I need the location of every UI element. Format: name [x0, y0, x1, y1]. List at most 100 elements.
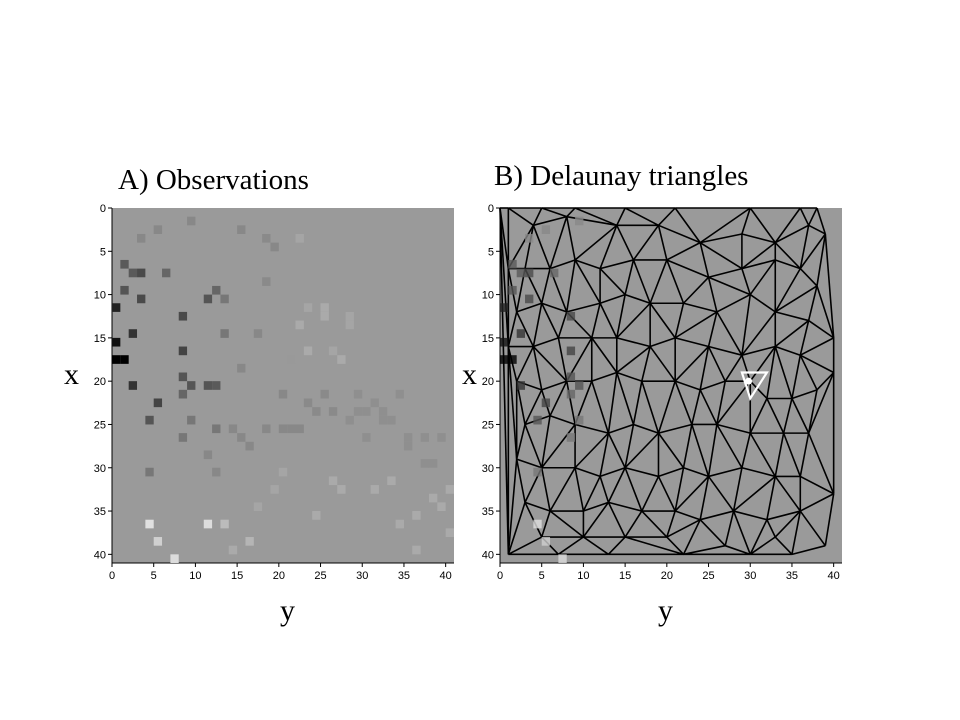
observation-cell: [387, 476, 396, 486]
observation-cell: [228, 545, 238, 555]
delaunay-edge: [599, 293, 626, 304]
observation-cell: [112, 337, 121, 347]
delaunay-edge: [799, 233, 826, 270]
delaunay-edge: [540, 510, 551, 538]
observation-cell-overlay: [566, 311, 576, 321]
delaunay-edge: [608, 423, 634, 434]
delaunay-edge: [515, 424, 526, 460]
delaunay-edge: [599, 268, 626, 296]
panel-b-ytick-label: 40: [482, 549, 494, 561]
delaunay-edge: [565, 381, 576, 425]
panel-b-xtick-label: 40: [828, 570, 840, 582]
delaunay-edge: [816, 233, 827, 287]
observation-cell: [370, 485, 379, 494]
delaunay-edge: [607, 467, 626, 503]
delaunay-edge: [616, 207, 626, 226]
observation-cell: [120, 259, 129, 269]
observation-cell: [128, 329, 138, 338]
observation-cell: [387, 415, 396, 425]
delaunay-edge: [574, 224, 618, 261]
delaunay-edge: [749, 380, 768, 400]
delaunay-edge: [583, 501, 609, 512]
delaunay-edge: [533, 337, 559, 348]
delaunay-edge: [749, 207, 776, 244]
delaunay-edge: [691, 389, 701, 425]
delaunay-edge: [774, 475, 801, 512]
delaunay-edge: [540, 268, 551, 304]
delaunay-edge: [774, 207, 801, 244]
delaunay-edge: [774, 242, 801, 270]
observation-cell-overlay: [533, 467, 542, 477]
delaunay-edge: [666, 518, 701, 538]
delaunay-edge: [799, 354, 818, 391]
panel-b-title: B) Delaunay triangles: [494, 160, 749, 192]
observation-cell: [345, 311, 354, 321]
observation-cell: [203, 294, 213, 304]
delaunay-edge: [674, 303, 685, 339]
delaunay-edge: [541, 380, 567, 391]
observation-cell: [203, 519, 213, 529]
delaunay-edge: [682, 424, 693, 468]
observation-cell: [362, 407, 371, 416]
delaunay-edge: [775, 345, 801, 356]
observation-cell: [303, 346, 313, 356]
delaunay-edge: [741, 432, 752, 468]
observation-cell: [312, 511, 321, 520]
delaunay-edge: [674, 475, 710, 512]
observation-cell: [253, 502, 263, 512]
highlighted-triangle: [740, 371, 769, 402]
observation-cell: [278, 389, 288, 399]
observation-cell: [378, 415, 388, 425]
panel-b-ytick-label: 25: [482, 419, 494, 431]
delaunay-edge: [716, 380, 751, 425]
panel-b-ytick-label: 30: [482, 463, 494, 475]
delaunay-edge: [782, 398, 793, 434]
observation-cell-overlay: [575, 415, 584, 425]
delaunay-edge: [641, 380, 660, 434]
delaunay-edge: [616, 372, 635, 425]
observation-cell-overlay: [575, 381, 584, 390]
observation-cell: [137, 233, 146, 243]
delaunay-edge: [816, 371, 835, 391]
observation-cell: [145, 415, 154, 425]
delaunay-edge: [616, 345, 651, 374]
delaunay-edge: [515, 346, 535, 382]
panel-a-xtick-label: 5: [151, 570, 157, 582]
observation-cell: [295, 320, 304, 330]
panel-a-xtick-label: 25: [314, 570, 326, 582]
delaunay-edge: [708, 466, 743, 478]
observation-cell: [120, 355, 129, 364]
panel-a-ytick-label: 10: [94, 290, 106, 302]
panel-a-ytick-label: 5: [100, 246, 106, 258]
observation-cell: [120, 285, 129, 295]
observation-cell: [445, 485, 454, 494]
delaunay-edge: [615, 294, 626, 339]
delaunay-edge: [791, 544, 826, 556]
delaunay-edge: [582, 476, 601, 512]
delaunay-edge: [624, 536, 684, 556]
panel-b-ytick-label: 20: [482, 376, 494, 388]
observation-cell-overlay: [558, 554, 567, 563]
delaunay-edge: [574, 467, 585, 512]
observation-cell: [287, 424, 296, 434]
delaunay-edge: [732, 467, 743, 512]
delaunay-edge: [741, 259, 776, 270]
delaunay-edge: [632, 224, 660, 261]
delaunay-edge: [557, 311, 568, 339]
delaunay-edge: [641, 476, 660, 512]
delaunay-edge: [541, 302, 567, 313]
panel-a-plot-area: [112, 208, 454, 563]
delaunay-edge: [574, 207, 618, 227]
delaunay-edge: [708, 276, 751, 296]
observation-cell: [328, 346, 338, 356]
delaunay-edge: [582, 501, 610, 538]
observation-cell-overlay: [500, 355, 509, 364]
delaunay-edge: [774, 346, 793, 399]
delaunay-edge: [741, 294, 752, 356]
observation-cell: [170, 554, 179, 563]
observation-cell: [428, 493, 438, 503]
delaunay-edge: [582, 536, 609, 555]
delaunay-edge: [816, 207, 827, 235]
delaunay-edge: [666, 259, 685, 304]
delaunay-edge: [749, 398, 768, 434]
